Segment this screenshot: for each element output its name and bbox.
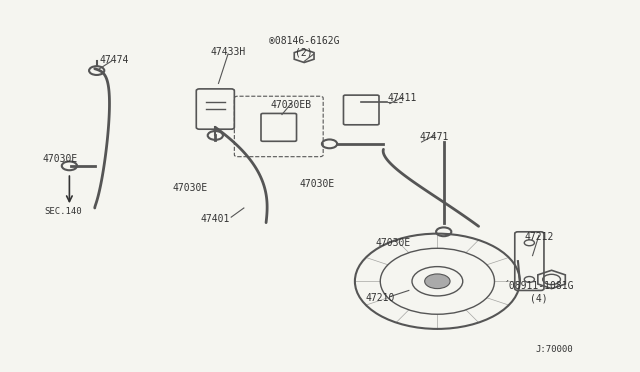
Text: 47212: 47212 (524, 232, 554, 242)
Text: 47474: 47474 (99, 55, 129, 65)
Text: 47411: 47411 (388, 93, 417, 103)
Text: 47433H: 47433H (211, 47, 246, 57)
Text: 47030E: 47030E (375, 238, 411, 248)
Text: 47471: 47471 (419, 132, 449, 141)
Text: ®08146-6162G
(2): ®08146-6162G (2) (269, 36, 339, 58)
Text: 47030E: 47030E (172, 183, 207, 193)
Text: 47030E: 47030E (42, 154, 77, 164)
Text: SEC.140: SEC.140 (44, 207, 82, 216)
Text: 47030EB: 47030EB (271, 100, 312, 110)
Text: 47210: 47210 (365, 293, 395, 303)
Text: 47030E: 47030E (300, 179, 335, 189)
Text: J:70000: J:70000 (536, 344, 573, 353)
Circle shape (425, 274, 450, 289)
Text: ´08911-1081G
(4): ´08911-1081G (4) (504, 282, 574, 303)
Text: 47401: 47401 (200, 214, 230, 224)
